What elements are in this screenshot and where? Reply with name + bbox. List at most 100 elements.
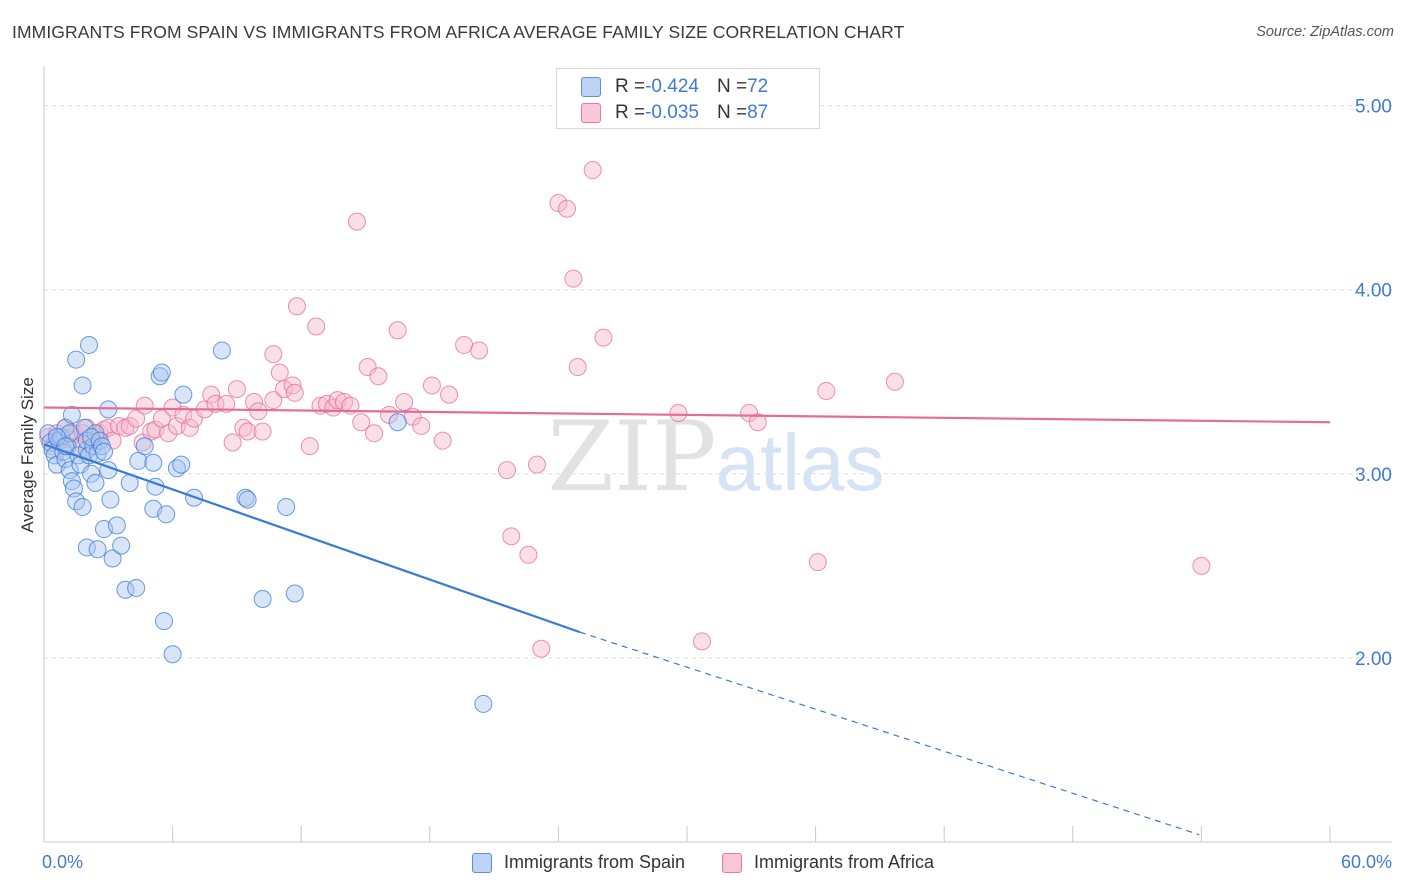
- stats-row-spain: R = -0.424 N = 72: [581, 75, 768, 99]
- correlation-stats-box: R = -0.424 N = 72 R = -0.035 N = 87: [556, 68, 820, 129]
- point-spain: [86, 474, 105, 493]
- point-africa: [497, 461, 516, 480]
- trend-lines: [43, 406, 1331, 836]
- point-africa: [127, 409, 146, 428]
- y-tick-label: 4.00: [1355, 281, 1392, 302]
- point-spain: [157, 505, 176, 524]
- point-africa: [1192, 556, 1211, 575]
- point-spain: [253, 589, 272, 608]
- point-spain: [144, 453, 163, 472]
- chart-title: IMMIGRANTS FROM SPAIN VS IMMIGRANTS FROM…: [12, 22, 905, 42]
- point-africa: [557, 199, 576, 218]
- point-spain: [172, 455, 191, 474]
- point-africa: [433, 431, 452, 450]
- point-africa: [412, 416, 431, 435]
- legend-item-africa[interactable]: Immigrants from Africa: [722, 852, 934, 873]
- point-spain: [174, 385, 193, 404]
- point-africa: [395, 393, 414, 412]
- point-spain: [82, 464, 101, 483]
- spain-swatch: [581, 77, 601, 97]
- trend-line-spain: [43, 443, 581, 634]
- point-africa: [502, 527, 521, 546]
- point-africa: [135, 396, 154, 415]
- point-africa: [817, 381, 836, 400]
- watermark-zip: ZIP: [547, 401, 716, 513]
- point-africa: [583, 161, 602, 180]
- y-tick-label: 5.00: [1355, 97, 1392, 118]
- point-africa: [283, 376, 302, 395]
- point-africa: [264, 391, 283, 410]
- point-africa: [352, 413, 371, 432]
- point-spain: [238, 490, 257, 509]
- point-spain: [127, 578, 146, 597]
- series-africa-points: [39, 161, 1211, 658]
- point-africa: [253, 422, 272, 441]
- x-tick-min: 0.0%: [42, 852, 84, 872]
- point-africa: [693, 632, 712, 651]
- legend-swatch-africa: [722, 852, 743, 873]
- source-label: Source: ZipAtlas.com: [1256, 24, 1394, 40]
- point-africa: [347, 212, 366, 231]
- point-spain: [388, 413, 407, 432]
- x-tick-max: 60.0%: [1340, 852, 1392, 872]
- r-label: R =: [615, 76, 646, 97]
- point-africa: [519, 545, 538, 564]
- point-spain: [73, 497, 92, 516]
- r-value-spain: -0.424: [645, 76, 699, 97]
- point-africa: [885, 372, 904, 391]
- point-africa: [307, 317, 326, 336]
- point-spain: [277, 497, 296, 516]
- point-spain: [80, 335, 99, 354]
- point-africa: [369, 367, 388, 386]
- point-africa: [568, 358, 587, 377]
- point-spain: [73, 376, 92, 395]
- point-spain: [212, 341, 231, 360]
- point-spain: [107, 516, 126, 535]
- grid-lines: [44, 105, 1392, 659]
- legend-item-spain[interactable]: Immigrants from Spain: [471, 852, 685, 873]
- point-africa: [564, 269, 583, 288]
- legend-label-spain: Immigrants from Spain: [503, 852, 685, 872]
- y-tick-label: 3.00: [1355, 465, 1392, 486]
- watermark: ZIP atlas: [547, 401, 884, 513]
- point-spain: [152, 363, 171, 382]
- point-spain: [474, 694, 493, 713]
- point-africa: [365, 424, 384, 443]
- point-africa: [440, 385, 459, 404]
- point-spain: [101, 490, 120, 509]
- n-value-spain: 72: [747, 76, 769, 97]
- point-spain: [95, 442, 114, 461]
- point-africa: [388, 321, 407, 340]
- point-africa: [180, 418, 199, 437]
- point-spain: [112, 536, 131, 555]
- n-value-africa: 87: [747, 102, 769, 123]
- point-africa: [163, 398, 182, 417]
- legend-label-africa: Immigrants from Africa: [754, 852, 935, 872]
- point-africa: [549, 194, 568, 213]
- point-spain: [67, 350, 86, 369]
- africa-swatch: [581, 103, 601, 123]
- point-africa: [110, 416, 129, 435]
- point-spain: [135, 437, 154, 456]
- point-spain: [88, 540, 107, 559]
- point-africa: [275, 380, 294, 399]
- point-africa: [120, 416, 139, 435]
- point-africa: [527, 455, 546, 474]
- watermark-atlas: atlas: [716, 418, 885, 507]
- trend-line-spain-extension: [579, 631, 1200, 836]
- point-africa: [238, 422, 257, 441]
- point-africa: [285, 383, 304, 402]
- point-africa: [532, 639, 551, 658]
- point-africa: [748, 413, 767, 432]
- point-spain: [62, 472, 81, 491]
- point-spain: [163, 645, 182, 664]
- r-value-africa: -0.035: [645, 102, 699, 123]
- y-tick-labels: 2.00 3.00 4.00 5.00: [1355, 97, 1392, 670]
- point-spain: [60, 461, 79, 480]
- point-africa: [217, 394, 236, 413]
- series-spain-points: [39, 335, 493, 713]
- point-africa: [249, 402, 268, 421]
- point-spain: [52, 427, 71, 446]
- y-tick-label: 2.00: [1355, 649, 1392, 670]
